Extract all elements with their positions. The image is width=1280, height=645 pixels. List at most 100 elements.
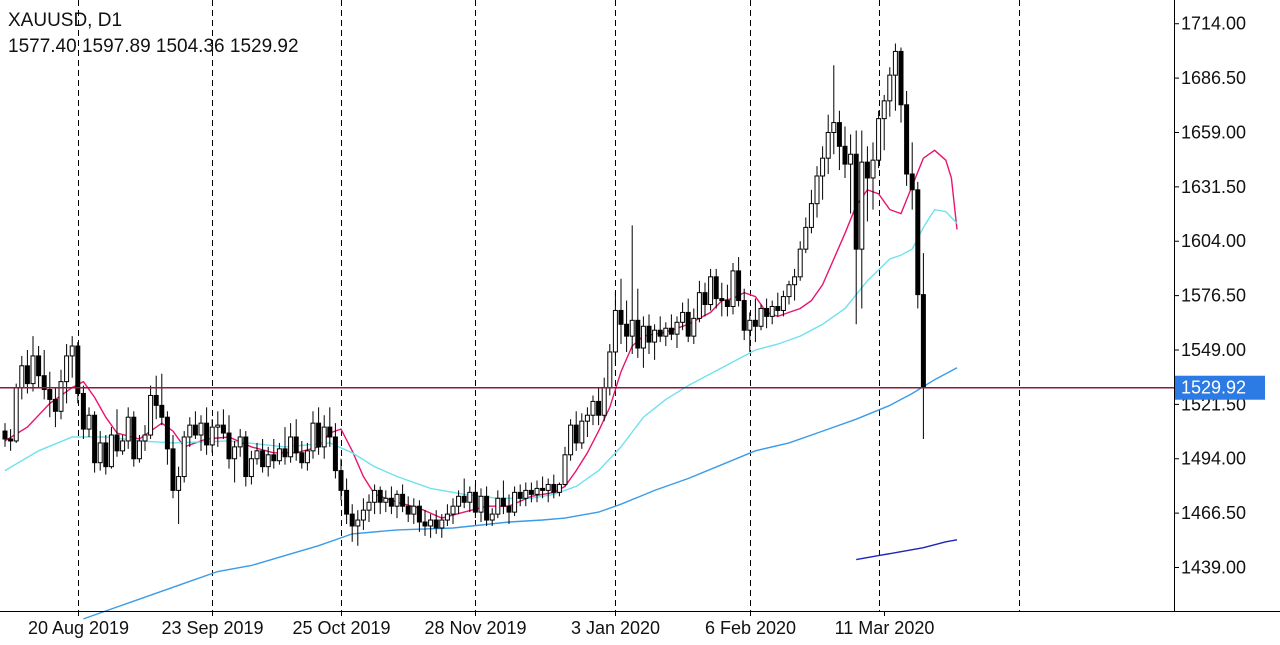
candle-body-down	[299, 452, 305, 464]
candle-body-down	[752, 319, 758, 327]
candle	[573, 411, 579, 451]
candle	[668, 314, 674, 341]
candle-body-down	[618, 309, 624, 325]
candle-body-up	[142, 434, 148, 442]
candle-body-up	[187, 424, 193, 438]
candle	[820, 146, 826, 200]
candle-body-up	[887, 74, 893, 102]
candle	[69, 336, 75, 378]
candle	[741, 288, 747, 341]
candle-body-down	[159, 404, 165, 418]
candle-body-down	[842, 145, 848, 165]
candle-body-up	[568, 424, 574, 456]
candle-body-up	[366, 501, 372, 511]
candle-body-down	[517, 491, 523, 499]
candle	[568, 419, 574, 461]
candle-body-down	[271, 454, 277, 462]
candle-body-up	[13, 387, 19, 442]
candle	[814, 166, 820, 218]
candle	[803, 217, 809, 254]
candle	[248, 450, 254, 485]
candle	[349, 504, 355, 542]
candle	[848, 134, 854, 214]
candle	[635, 288, 641, 358]
candle-body-down	[41, 375, 47, 391]
candle-body-up	[579, 420, 585, 444]
candle-body-up	[276, 448, 282, 462]
candle	[657, 316, 663, 343]
candle	[495, 490, 501, 519]
candle	[136, 435, 142, 463]
candle	[758, 304, 764, 331]
candle-body-down	[377, 489, 383, 503]
candle-body-down	[103, 442, 109, 468]
candle	[691, 308, 697, 345]
candle-body-up	[814, 175, 820, 205]
candle	[450, 498, 456, 524]
candle	[377, 486, 383, 515]
candle-body-down	[24, 365, 30, 385]
candle-body-up	[444, 513, 450, 521]
candle-body-up	[881, 100, 887, 120]
candle-body-up	[478, 495, 484, 513]
candle-body-down	[500, 497, 506, 507]
candle-body-down	[540, 487, 546, 491]
candle-body-down	[2, 430, 8, 440]
candle	[545, 478, 551, 503]
candle-body-up	[209, 426, 215, 446]
candle	[58, 369, 64, 420]
candle-body-up	[892, 50, 898, 76]
price-tick-label: 1631.50	[1181, 177, 1246, 197]
candle-body-up	[780, 296, 786, 311]
candle	[713, 268, 719, 309]
candle	[181, 431, 187, 483]
candle	[254, 442, 260, 465]
candle-body-down	[405, 505, 411, 515]
candle-body-up	[467, 491, 473, 503]
candles	[2, 43, 926, 546]
candle-body-down	[416, 505, 422, 523]
candle	[2, 423, 8, 447]
candle-body-up	[769, 305, 775, 317]
candle-body-up	[321, 426, 327, 448]
price-tick-label: 1576.50	[1181, 286, 1246, 306]
candle	[786, 280, 792, 305]
candle-body-down	[114, 434, 120, 452]
candle	[388, 486, 394, 515]
time-tick-label: 11 Mar 2020	[835, 618, 935, 638]
candle-body-down	[713, 276, 719, 300]
candle-body-down	[349, 513, 355, 527]
candle	[624, 300, 630, 352]
candle	[80, 385, 86, 439]
candle	[540, 476, 546, 499]
candle	[226, 415, 232, 469]
candle-body-down	[226, 432, 232, 460]
candle	[523, 482, 529, 507]
moving-average-slow	[83, 367, 958, 620]
candle-body-up	[394, 493, 400, 507]
candle	[652, 324, 658, 360]
candle	[887, 67, 893, 117]
candle-body-down	[528, 489, 534, 495]
candle-body-down	[920, 294, 926, 389]
candle	[92, 411, 98, 473]
candle	[293, 419, 299, 461]
candle-body-up	[640, 325, 646, 349]
candle-body-up	[663, 327, 669, 337]
candle	[64, 344, 70, 404]
candle-body-down	[170, 448, 176, 491]
candle-body-up	[19, 365, 25, 389]
candle-body-down	[316, 422, 322, 448]
candle	[276, 442, 282, 465]
candle	[383, 490, 389, 513]
candle	[265, 446, 271, 477]
candle-body-down	[92, 414, 98, 464]
candle	[870, 142, 876, 210]
candle-body-up	[792, 276, 798, 286]
candle-body-down	[344, 489, 350, 515]
candle	[596, 387, 602, 426]
candle-body-up	[556, 483, 562, 493]
candle	[288, 423, 294, 463]
candle-body-up	[360, 509, 366, 521]
